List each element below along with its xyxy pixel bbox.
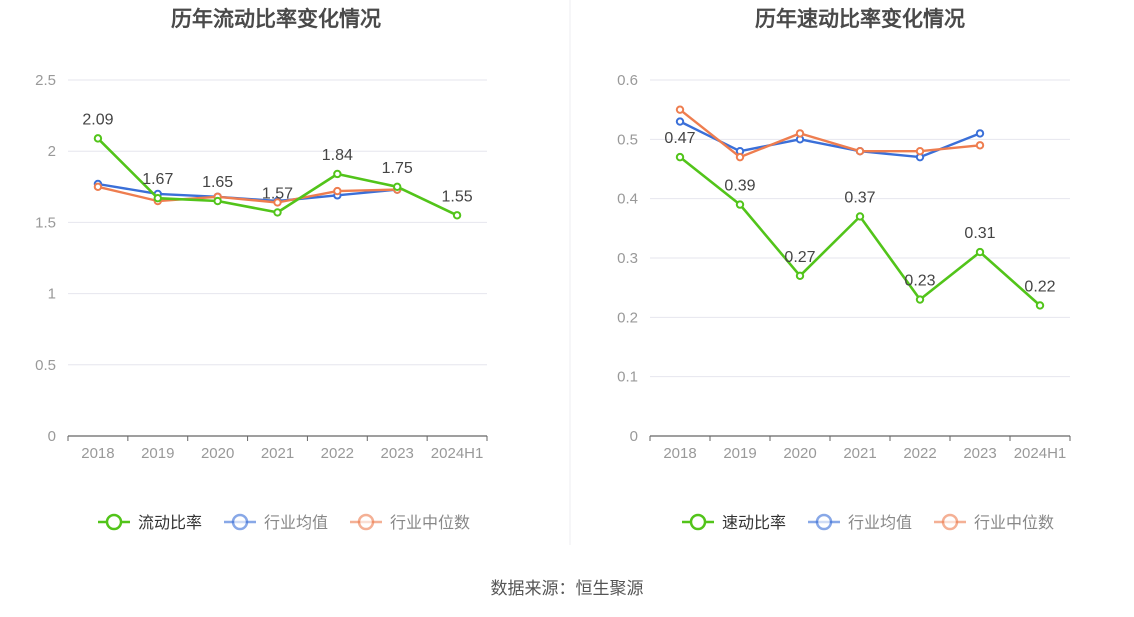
legend-swatch-marker [815,513,833,531]
y-tick-label: 0 [48,428,56,445]
chart-title: 历年流动比率变化情况 [171,7,381,31]
data-point [975,129,985,138]
data-point [452,211,462,220]
series-line-avg [679,120,981,159]
series-line-median [97,185,398,204]
legend-label: 行业中位数 [974,514,1054,532]
data-point [153,193,162,203]
data-label: 0.23 [904,273,935,290]
legend-label: 行业均值 [264,514,328,532]
x-tick-label: 2021 [261,445,294,462]
series-line-median [679,108,981,159]
y-tick-label: 0.3 [617,250,638,267]
data-label: 0.22 [1024,278,1055,295]
legend-swatch-marker [941,513,959,531]
x-tick-label: 2023 [381,445,414,462]
data-label: 1.75 [382,160,413,177]
y-tick-label: 1 [48,286,56,303]
legend-label: 行业中位数 [390,514,470,532]
data-point [393,182,402,192]
legend-swatch-marker [689,513,707,531]
data-label: 1.55 [442,188,473,205]
data-point [975,247,985,257]
x-tick-label: 2018 [663,445,696,462]
data-point [795,271,805,280]
data-point [273,198,282,207]
chart-panel-1: 历年流动比率变化情况 0 0.5 1 1.5 2 2.5 2018 2019 2020 2021 20… [35,7,488,532]
data-point [855,147,865,156]
data-label: 1.65 [202,174,233,191]
data-point [675,117,685,126]
y-tick-label: 0 [630,428,638,445]
y-tick-label: 0.6 [617,72,638,89]
data-point [333,169,342,179]
data-point [213,196,222,206]
data-point [855,212,865,221]
data-point [915,147,925,156]
legend-label: 流动比率 [138,514,202,532]
chart-title: 历年速动比率变化情况 [755,7,965,31]
x-tick-label: 2022 [903,445,936,462]
y-tick-label: 0.5 [35,357,56,374]
data-label: 0.27 [784,249,815,266]
y-tick-label: 2.5 [35,72,56,89]
y-tick-label: 0.1 [617,369,638,386]
data-point [1035,301,1045,310]
data-point [333,186,342,196]
legend-swatch-marker [105,513,123,531]
x-tick-label: 2022 [321,445,354,462]
y-tick-label: 0.5 [617,131,638,148]
data-label: 0.47 [664,130,695,147]
y-tick-label: 1.5 [35,214,56,231]
x-tick-label: 2023 [963,445,996,462]
data-label: 1.67 [142,171,173,188]
legend-label: 行业均值 [848,514,912,532]
x-tick-label: 2021 [843,445,876,462]
x-tick-label: 2019 [723,445,756,462]
legend-swatch-marker [231,513,249,531]
x-tick-label: 2018 [81,445,114,462]
chart-panel-2: 历年速动比率变化情况 0 0.1 0.2 0.3 0.4 0.5 0.6 2018 2019 202… [617,7,1071,532]
x-tick-label: 2019 [141,445,174,462]
y-tick-label: 0.2 [617,309,638,326]
data-label: 1.57 [262,185,293,202]
x-tick-label: 2020 [201,445,234,462]
data-point [675,105,685,114]
data-point [93,182,103,192]
data-point [795,129,805,138]
x-tick-label: 2024H1 [431,445,484,462]
data-point [735,152,745,162]
data-point [273,208,282,217]
data-label: 0.39 [724,178,755,195]
legend-label: 速动比率 [722,514,786,532]
x-tick-label: 2024H1 [1014,445,1067,462]
data-point [93,134,103,143]
legend: 流动比率 行业均值 行业中位数 [98,513,470,532]
data-label: 0.37 [844,189,875,206]
y-tick-label: 0.4 [617,191,638,208]
legend: 速动比率 行业均值 行业中位数 [682,513,1054,532]
data-point [735,200,745,209]
legend-swatch-marker [357,513,375,531]
data-point [975,141,985,150]
data-label: 0.31 [964,225,995,242]
data-point [675,152,685,162]
x-tick-label: 2020 [783,445,816,462]
data-source-note: 数据来源：恒生聚源 [490,579,644,598]
data-label: 1.84 [322,147,353,164]
data-point [915,295,925,304]
data-label: 2.09 [82,111,113,128]
y-tick-label: 2 [48,143,56,160]
